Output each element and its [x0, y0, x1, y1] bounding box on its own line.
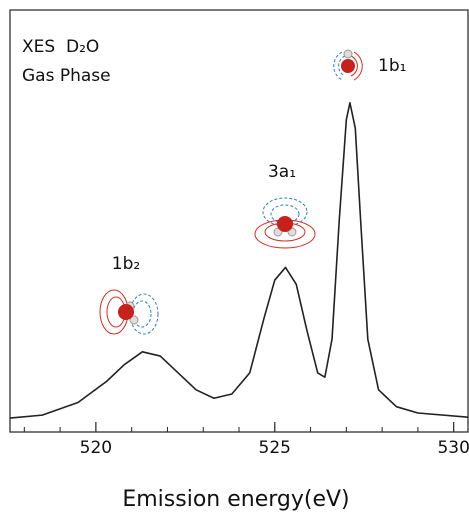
x-tick-label: 520 [80, 438, 112, 458]
x-axis-label: Emission energy(eV) [122, 487, 349, 512]
spectrum-line [9, 102, 469, 419]
x-tick-label: 525 [259, 438, 291, 458]
orbital-icon-3a1 [254, 197, 316, 249]
annotation: 3a₁ [268, 162, 296, 182]
orbital-icon-1b2 [99, 289, 159, 335]
annotation: Gas Phase [22, 66, 111, 86]
annotation: XES [22, 37, 55, 57]
annotation: 1b₁ [378, 56, 406, 76]
annotation: D₂O [66, 37, 99, 57]
orbital-icon-1b1 [333, 49, 363, 81]
annotation: 1b₂ [112, 254, 140, 274]
x-tick-label: 530 [437, 438, 469, 458]
